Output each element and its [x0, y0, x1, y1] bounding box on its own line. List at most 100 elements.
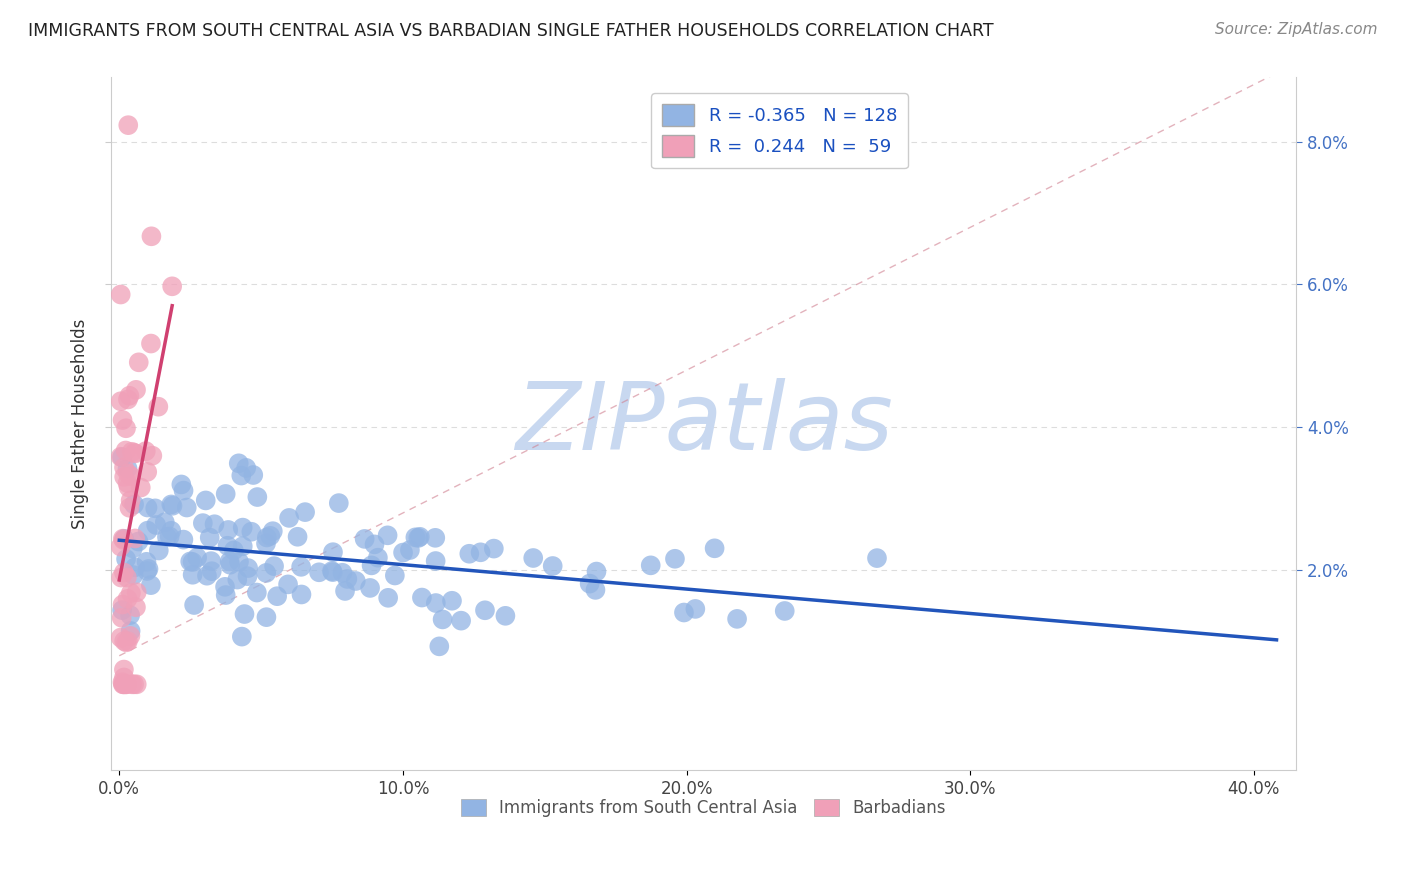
- Point: [231, 468, 253, 483]
- Point: [482, 541, 505, 556]
- Point: [344, 574, 367, 588]
- Point: [117, 118, 139, 132]
- Point: [120, 608, 142, 623]
- Point: [440, 593, 463, 607]
- Point: [125, 383, 148, 397]
- Point: [112, 677, 135, 691]
- Point: [120, 629, 142, 643]
- Point: [135, 444, 157, 458]
- Point: [233, 607, 256, 621]
- Point: [117, 461, 139, 475]
- Point: [425, 596, 447, 610]
- Point: [322, 565, 344, 579]
- Point: [138, 562, 160, 576]
- Point: [287, 530, 309, 544]
- Point: [117, 634, 139, 648]
- Point: [110, 631, 132, 645]
- Point: [181, 567, 204, 582]
- Point: [136, 564, 159, 578]
- Point: [236, 569, 259, 583]
- Point: [427, 640, 450, 654]
- Point: [228, 456, 250, 470]
- Point: [121, 541, 143, 556]
- Point: [143, 501, 166, 516]
- Point: [136, 465, 159, 479]
- Point: [246, 490, 269, 504]
- Point: [122, 498, 145, 512]
- Point: [122, 568, 145, 582]
- Point: [215, 487, 238, 501]
- Point: [254, 566, 277, 580]
- Point: [725, 612, 748, 626]
- Point: [198, 531, 221, 545]
- Point: [111, 611, 134, 625]
- Y-axis label: Single Father Households: Single Father Households: [72, 318, 89, 529]
- Point: [139, 578, 162, 592]
- Point: [685, 602, 707, 616]
- Point: [367, 550, 389, 565]
- Point: [411, 591, 433, 605]
- Point: [363, 537, 385, 551]
- Point: [115, 421, 138, 435]
- Point: [128, 534, 150, 549]
- Point: [111, 603, 134, 617]
- Point: [118, 480, 141, 494]
- Point: [541, 559, 564, 574]
- Point: [204, 517, 226, 532]
- Point: [160, 498, 183, 512]
- Point: [111, 413, 134, 427]
- Point: [222, 543, 245, 558]
- Point: [114, 677, 136, 691]
- Point: [474, 603, 496, 617]
- Point: [120, 469, 142, 483]
- Point: [328, 496, 350, 510]
- Point: [117, 591, 139, 606]
- Point: [432, 612, 454, 626]
- Point: [112, 634, 135, 648]
- Point: [139, 336, 162, 351]
- Point: [377, 591, 399, 605]
- Point: [172, 533, 194, 547]
- Point: [336, 572, 359, 586]
- Point: [236, 561, 259, 575]
- Point: [333, 584, 356, 599]
- Point: [128, 355, 150, 369]
- Point: [254, 610, 277, 624]
- Point: [136, 500, 159, 515]
- Point: [672, 606, 695, 620]
- Point: [640, 558, 662, 573]
- Text: ZIPatlas: ZIPatlas: [515, 378, 893, 469]
- Point: [256, 531, 278, 545]
- Point: [218, 554, 240, 568]
- Point: [122, 677, 145, 691]
- Point: [201, 564, 224, 578]
- Text: Source: ZipAtlas.com: Source: ZipAtlas.com: [1215, 22, 1378, 37]
- Point: [112, 670, 135, 684]
- Point: [392, 545, 415, 559]
- Point: [176, 500, 198, 515]
- Point: [183, 598, 205, 612]
- Point: [450, 614, 472, 628]
- Point: [321, 564, 343, 578]
- Point: [112, 533, 135, 547]
- Point: [111, 450, 134, 465]
- Point: [125, 600, 148, 615]
- Point: [200, 554, 222, 568]
- Point: [240, 524, 263, 539]
- Point: [219, 558, 242, 572]
- Point: [120, 493, 142, 508]
- Point: [470, 545, 492, 559]
- Point: [160, 524, 183, 538]
- Point: [294, 505, 316, 519]
- Point: [118, 389, 141, 403]
- Point: [254, 536, 277, 550]
- Point: [148, 400, 170, 414]
- Point: [112, 532, 135, 546]
- Point: [186, 550, 208, 565]
- Point: [136, 524, 159, 538]
- Point: [409, 530, 432, 544]
- Point: [112, 663, 135, 677]
- Point: [159, 530, 181, 544]
- Point: [215, 588, 238, 602]
- Point: [125, 677, 148, 691]
